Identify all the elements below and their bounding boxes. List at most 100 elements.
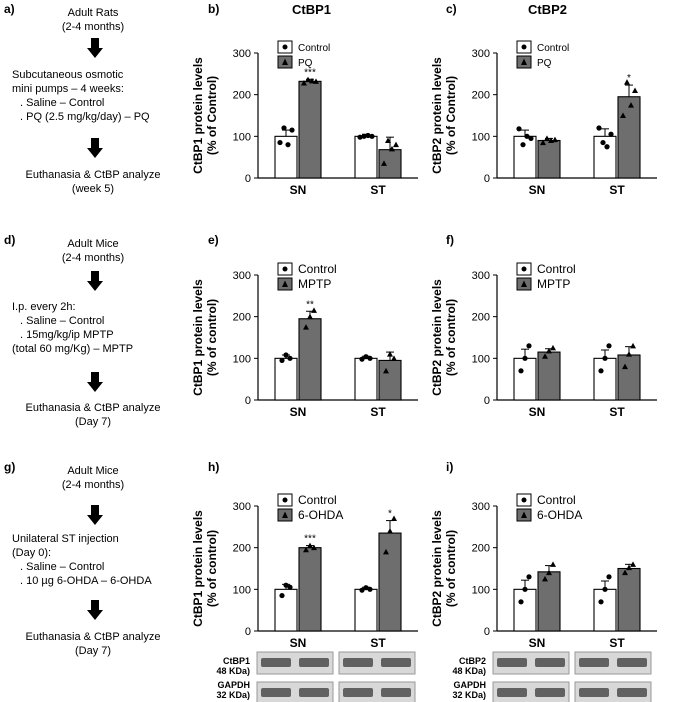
bar-control (354, 588, 378, 632)
data-point-control (602, 586, 608, 592)
blot-i-sn-bottom-band (497, 688, 527, 697)
x-tick-label: SN (290, 636, 307, 650)
y-tick-label: 300 (233, 48, 251, 60)
data-point-treatment (622, 569, 628, 576)
y-axis-label-units: (% of control) (205, 299, 219, 376)
data-point-treatment (552, 136, 558, 143)
flow-g-title: Adult Mice (2-4 months) (18, 464, 168, 492)
legend-label: Control (537, 493, 576, 507)
bar-treatment (537, 571, 561, 632)
y-tick-label: 100 (472, 131, 490, 143)
bar-control (593, 357, 617, 401)
flow-a-step2-line2: mini pumps – 4 weeks: (12, 83, 124, 95)
y-tick-label: 0 (245, 395, 251, 407)
x-tick-label: ST (370, 183, 386, 197)
panel-label-g: g) (4, 460, 16, 474)
x-tick-label: SN (529, 405, 546, 419)
data-point-treatment (389, 145, 395, 152)
data-point-control (361, 133, 367, 139)
data-point-treatment (550, 344, 556, 351)
blot-i-st-top-frame (574, 651, 652, 675)
bar-treatment (298, 80, 322, 179)
data-point-treatment (542, 353, 548, 359)
x-tick-label: SN (529, 183, 546, 197)
data-point-treatment (546, 347, 552, 354)
column-title-ctbp2: CtBP2 (528, 2, 568, 17)
y-tick-label: 200 (472, 543, 490, 555)
data-point-control (357, 134, 363, 140)
data-point-treatment (542, 575, 548, 582)
data-point-control (604, 144, 610, 150)
legend-marker-treatment (521, 280, 527, 287)
bar-treatment (378, 532, 402, 632)
data-point-treatment (630, 342, 636, 349)
down-arrow-icon (87, 372, 103, 392)
bar-treatment (537, 351, 561, 401)
y-tick-label: 300 (233, 270, 251, 282)
data-point-control (516, 126, 522, 132)
legend-marker-control (282, 44, 288, 50)
bar-control (593, 588, 617, 632)
significance-marker: ** (306, 299, 314, 310)
flow-d-title-line2: (2-4 months) (61, 252, 125, 264)
data-point-treatment (632, 87, 638, 93)
data-point-treatment (387, 351, 393, 357)
flow-d-title-line1: Adult Mice (67, 238, 119, 250)
bar-treatment (378, 359, 402, 401)
y-axis-label-units: (% of Control) (444, 76, 458, 155)
data-point-treatment (622, 363, 628, 370)
significance-marker: *** (304, 534, 316, 545)
flow-g-end: Euthanasia & CtBP analyze (Day 7) (8, 630, 178, 658)
data-point-treatment (540, 139, 546, 146)
y-axis-label: CtBP1 protein levels (191, 57, 205, 174)
y-tick-label: 100 (472, 353, 490, 365)
data-point-control (283, 582, 289, 588)
blot-h-sn-bottom-band (261, 688, 291, 697)
bar-control (354, 135, 378, 179)
flow-g-end-line2: (Day 7) (74, 645, 112, 657)
legend-label: Control (537, 43, 569, 54)
x-tick-label: SN (529, 636, 546, 650)
legend-marker-control (282, 266, 288, 272)
panel-label-b: b) (208, 2, 220, 16)
legend-label: Control (298, 43, 330, 54)
legend-marker-treatment (282, 511, 288, 518)
legend-label: PQ (537, 58, 552, 69)
panel-label-d: d) (4, 233, 16, 247)
flow-a-end: Euthanasia & CtBP analyze (week 5) (8, 168, 178, 196)
bar-control (513, 588, 537, 632)
y-axis-label-units: (% of control) (205, 530, 219, 607)
legend-label: 6-OHDA (298, 508, 343, 522)
legend-marker-control (282, 497, 288, 503)
data-point-treatment (620, 112, 626, 118)
significance-marker: * (627, 73, 631, 84)
panel-label-i: i) (446, 460, 454, 474)
data-point-control (596, 125, 602, 131)
blot-h-labels: CtBP1 48 KDa) GAPDH 32 KDa) (212, 656, 250, 700)
data-point-control (363, 585, 369, 591)
flow-d-step2-line1: I.p. every 2h: (12, 301, 76, 313)
data-point-treatment (309, 77, 315, 84)
bar-treatment (298, 318, 322, 401)
y-tick-label: 0 (245, 173, 251, 185)
down-arrow-icon (87, 600, 103, 620)
blot-i-sn-top-band (535, 658, 565, 667)
data-point-control (608, 131, 614, 137)
blot-h-st-top-band (343, 658, 373, 667)
data-point-control (606, 574, 612, 580)
data-point-control (520, 142, 526, 148)
data-point-control (279, 592, 285, 599)
bar-treatment (537, 139, 561, 179)
blot-i-st-top-band (579, 658, 609, 667)
y-axis-label: CtBP1 protein levels (191, 510, 205, 627)
y-axis-label: CtBP2 protein levels (430, 510, 444, 627)
data-point-control (367, 586, 373, 592)
legend-marker-treatment (521, 58, 527, 65)
bar-treatment (617, 354, 641, 401)
bar-control (354, 357, 378, 401)
y-tick-label: 100 (233, 584, 251, 596)
data-point-control (289, 127, 295, 133)
panel-label-c: c) (446, 2, 457, 16)
y-axis-label-units: (% of control) (444, 299, 458, 376)
data-point-treatment (393, 141, 399, 148)
